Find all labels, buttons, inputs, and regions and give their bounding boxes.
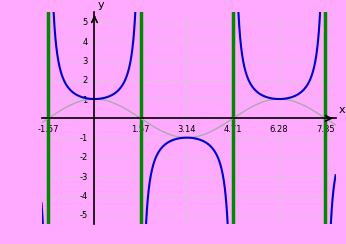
Text: x: x <box>338 105 345 115</box>
Text: y: y <box>98 0 104 10</box>
